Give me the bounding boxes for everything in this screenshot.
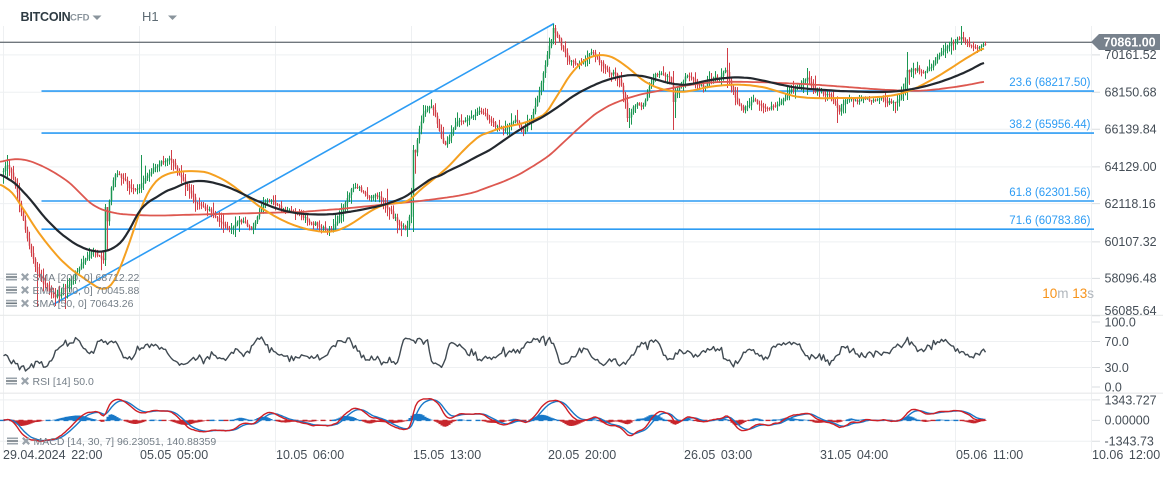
svg-text:60107.32: 60107.32 bbox=[1105, 235, 1157, 249]
svg-text:05.05 05:00: 05.05 05:00 bbox=[140, 448, 208, 462]
svg-text:MACD [14, 30, 7] 96.23051, 140: MACD [14, 30, 7] 96.23051, 140.88359 bbox=[34, 436, 217, 448]
svg-text:H1: H1 bbox=[142, 9, 159, 24]
svg-text:64129.00: 64129.00 bbox=[1105, 160, 1157, 174]
svg-text:58096.48: 58096.48 bbox=[1105, 272, 1157, 286]
svg-text:71.6 (60783.86): 71.6 (60783.86) bbox=[1009, 215, 1090, 227]
svg-text:31.05 04:00: 31.05 04:00 bbox=[820, 448, 888, 462]
svg-text:62118.16: 62118.16 bbox=[1105, 197, 1156, 211]
svg-text:30.0: 30.0 bbox=[1105, 361, 1129, 375]
svg-text:23.6 (68217.50): 23.6 (68217.50) bbox=[1009, 77, 1090, 89]
svg-text:26.05 03:00: 26.05 03:00 bbox=[684, 448, 752, 462]
svg-text:10m 13s: 10m 13s bbox=[1042, 286, 1094, 301]
svg-text:70.0: 70.0 bbox=[1105, 335, 1129, 349]
svg-text:68150.68: 68150.68 bbox=[1105, 86, 1157, 100]
svg-text:38.2 (65956.44): 38.2 (65956.44) bbox=[1009, 119, 1090, 131]
svg-text:05.06 11:00: 05.06 11:00 bbox=[956, 448, 1023, 462]
svg-text:1343.727: 1343.727 bbox=[1105, 393, 1157, 407]
svg-text:70161.52: 70161.52 bbox=[1105, 48, 1157, 62]
svg-text:RSI [14] 50.0: RSI [14] 50.0 bbox=[33, 376, 94, 388]
svg-text:29.04.2024 22:00: 29.04.2024 22:00 bbox=[3, 448, 103, 462]
svg-text:20.05 20:00: 20.05 20:00 bbox=[548, 448, 616, 462]
svg-text:15.05 13:00: 15.05 13:00 bbox=[413, 448, 481, 462]
svg-text:61.8 (62301.56): 61.8 (62301.56) bbox=[1009, 187, 1090, 199]
svg-text:-1343.73: -1343.73 bbox=[1105, 435, 1154, 449]
svg-text:0.0: 0.0 bbox=[1105, 380, 1122, 394]
svg-text:EMA [100, 0] 70045.88: EMA [100, 0] 70045.88 bbox=[33, 285, 140, 297]
svg-text:10.05 06:00: 10.05 06:00 bbox=[276, 448, 344, 462]
svg-text:56085.64: 56085.64 bbox=[1105, 304, 1157, 318]
svg-text:SMA [200, 0] 68712.22: SMA [200, 0] 68712.22 bbox=[33, 272, 140, 284]
svg-text:CFD: CFD bbox=[70, 13, 90, 24]
svg-text:0.00000: 0.00000 bbox=[1105, 413, 1150, 427]
svg-text:66139.84: 66139.84 bbox=[1105, 123, 1157, 137]
svg-text:10.06 12:00: 10.06 12:00 bbox=[1092, 448, 1160, 462]
svg-text:100.0: 100.0 bbox=[1105, 316, 1136, 330]
svg-text:BITCOIN: BITCOIN bbox=[21, 10, 71, 24]
svg-text:SMA [50, 0] 70643.26: SMA [50, 0] 70643.26 bbox=[33, 298, 134, 310]
svg-text:70861.00: 70861.00 bbox=[1104, 36, 1156, 50]
